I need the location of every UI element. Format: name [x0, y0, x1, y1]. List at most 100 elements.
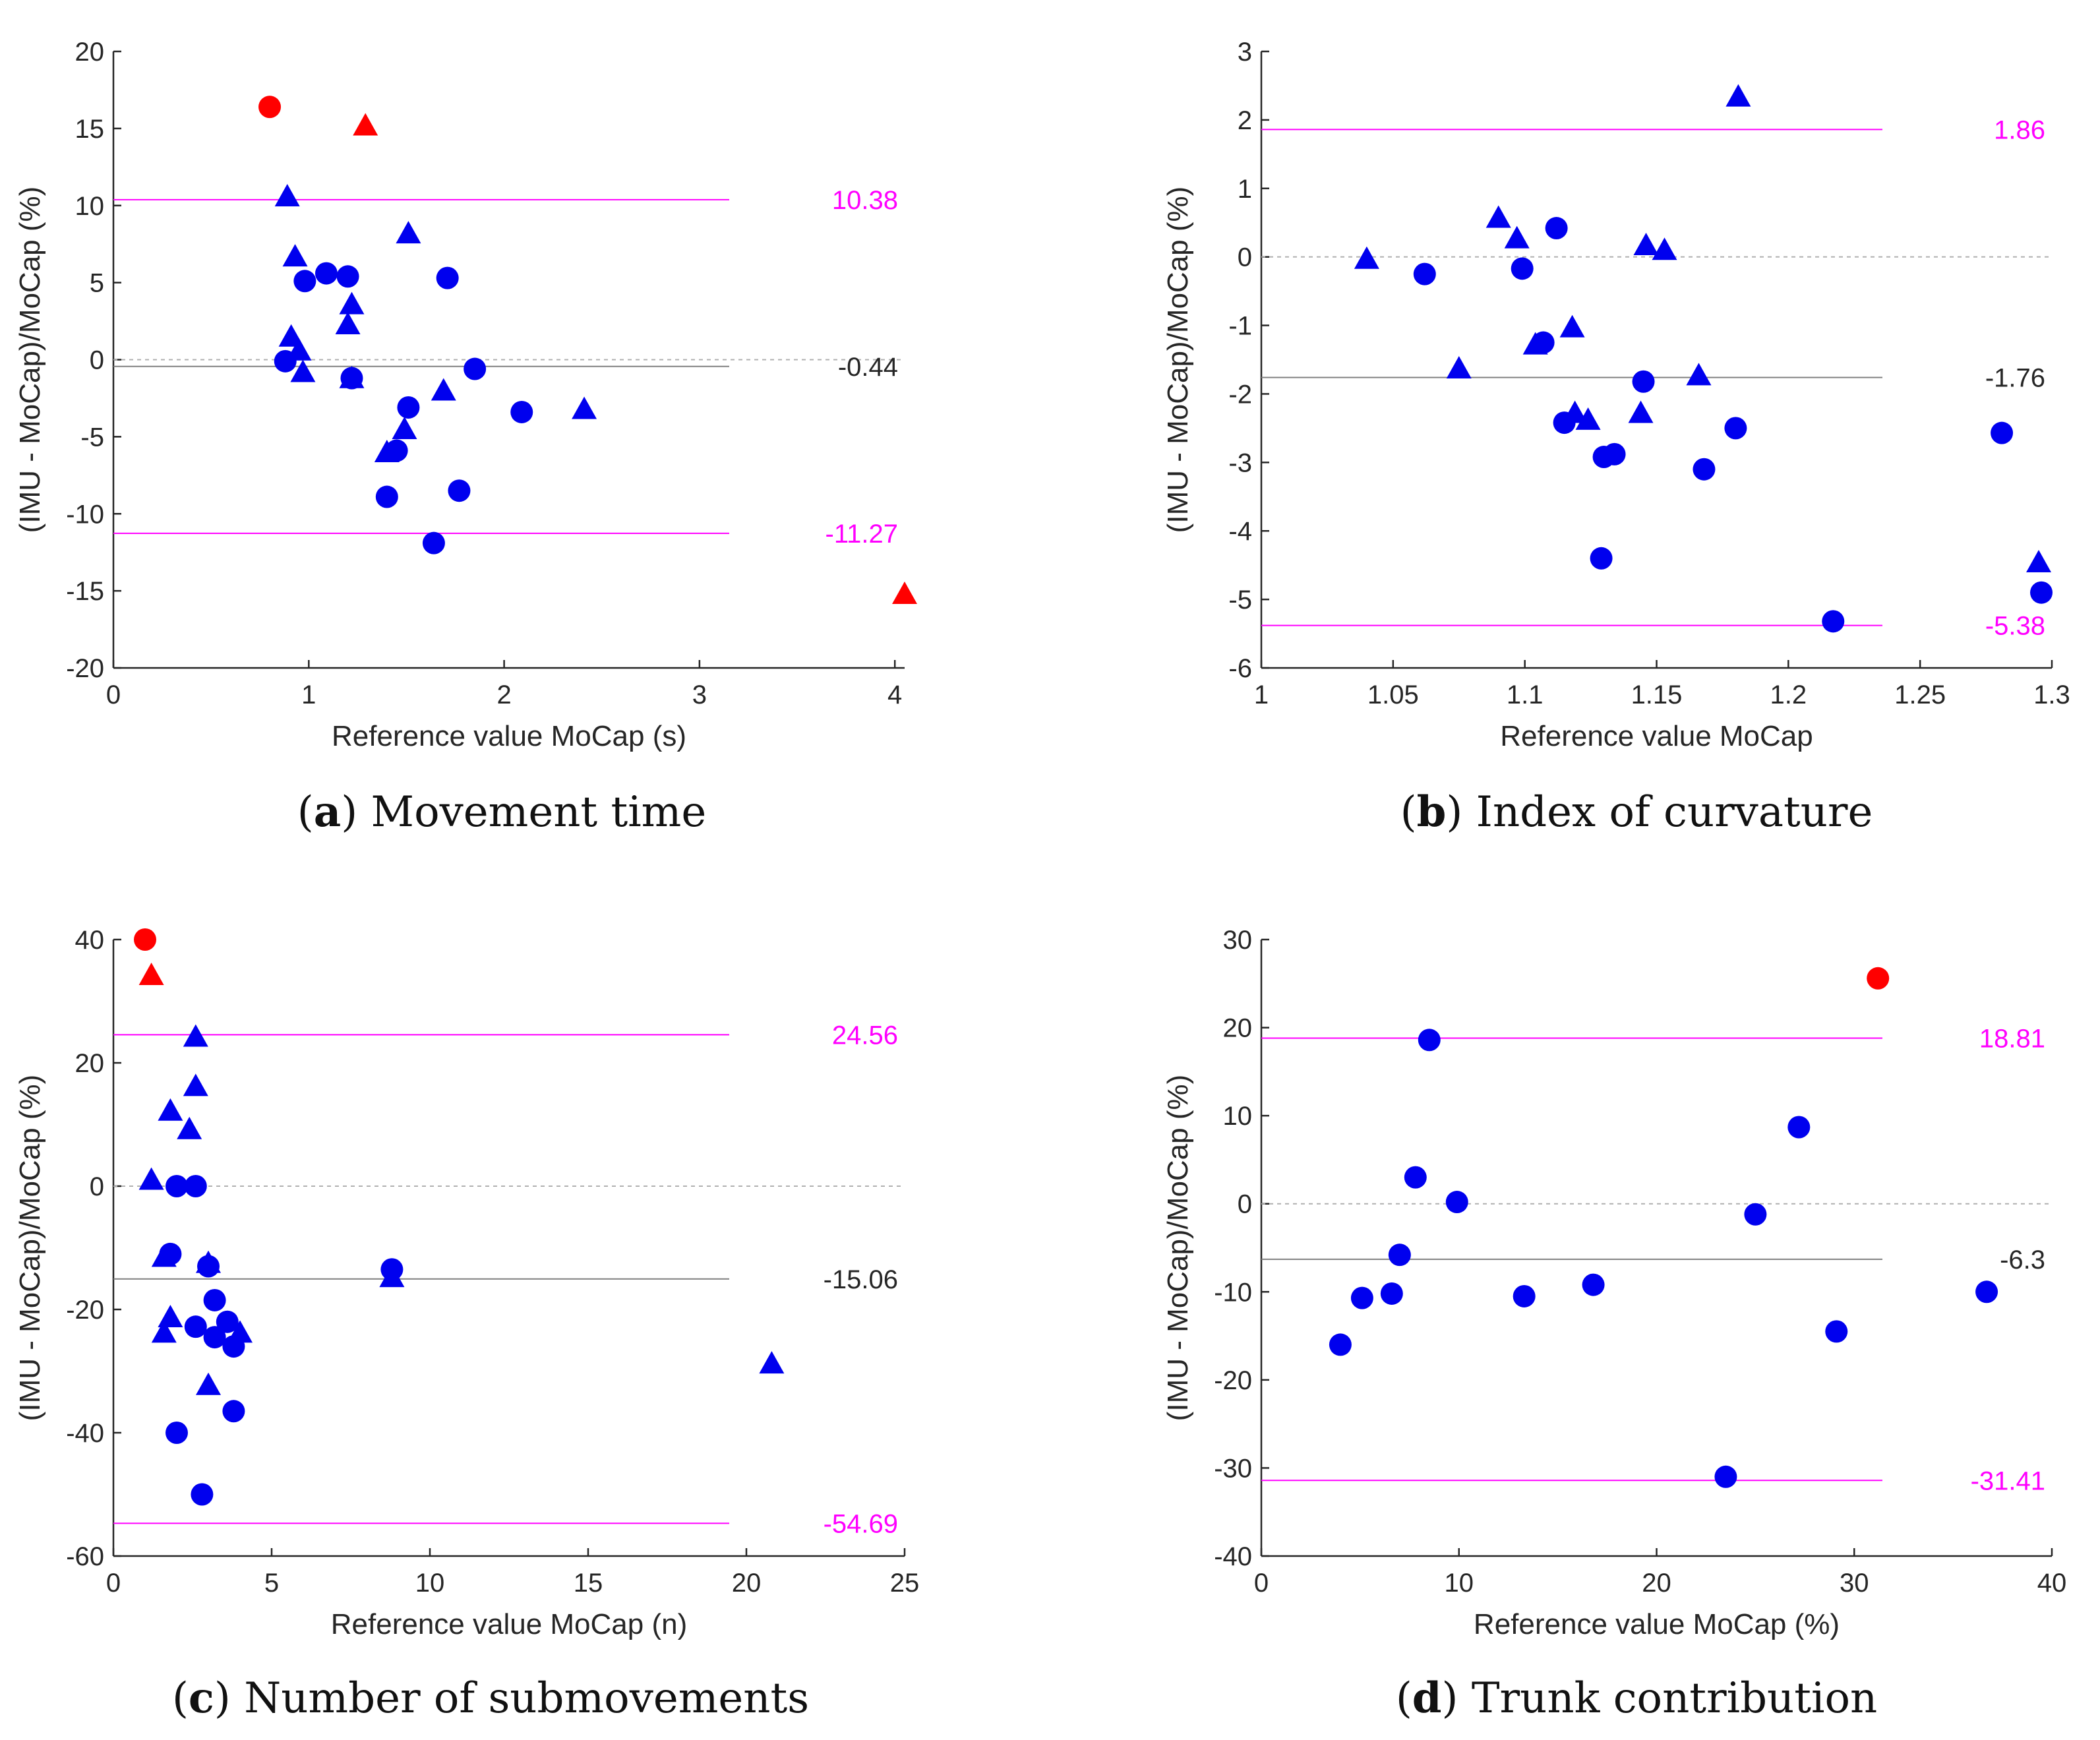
- panel-d-point-circle: [1825, 1320, 1848, 1343]
- panel-c-point-circle: [203, 1326, 226, 1349]
- panel-b-x-axis-label: Reference value MoCap: [1500, 720, 1813, 752]
- panel-d-point-circle: [1714, 1465, 1737, 1488]
- panel-c-point-triangle: [759, 1351, 785, 1374]
- panel-b-x-tick-label: 1.05: [1367, 680, 1419, 709]
- panel-a-mean-label: -0.44: [838, 353, 898, 382]
- panel-a-x-tick-label: 3: [692, 680, 707, 709]
- panel-c-point-triangle: [183, 1073, 208, 1096]
- panel-b-x-tick-label: 1.15: [1631, 680, 1683, 709]
- panel-b-point-circle: [1693, 458, 1716, 481]
- panel-d-y-axis-label: (IMU - MoCap)/MoCap (%): [1162, 1075, 1194, 1422]
- panel-c-point-circle: [191, 1483, 214, 1506]
- panel-d-point-circle: [1975, 1280, 1998, 1304]
- panel-d-point-circle-outlier: [1867, 967, 1890, 990]
- panel-a-y-tick-label: 10: [75, 192, 105, 221]
- panel-d-x-tick-label: 40: [2037, 1569, 2067, 1598]
- panel-c-y-tick-label: -60: [66, 1542, 104, 1571]
- panel-b-point-circle: [1545, 217, 1568, 240]
- panel-a-point-circle-outlier: [258, 96, 282, 119]
- panel-c-point-triangle: [227, 1320, 253, 1343]
- panel-a-y-tick-label: 5: [90, 269, 104, 298]
- panel-d-lower-loa-label: -31.41: [1971, 1466, 2045, 1495]
- panel-c-point-triangle: [151, 1320, 177, 1343]
- caption-a-letter: a: [314, 787, 341, 837]
- panel-a-y-axis-label: (IMU - MoCap)/MoCap (%): [14, 187, 46, 533]
- panel-c-point-circle: [222, 1400, 245, 1423]
- panel-c-x-tick-label: 5: [264, 1569, 279, 1598]
- panel-b-y-tick-label: -2: [1228, 380, 1252, 409]
- panel-d-x-axis-label: Reference value MoCap (%): [1474, 1608, 1840, 1640]
- panel-c-point-triangle: [379, 1265, 405, 1288]
- panel-a-y-tick-label: -15: [66, 577, 104, 606]
- panel-d-point-circle: [1350, 1286, 1373, 1309]
- panel-a-y-tick-label: 20: [75, 38, 105, 67]
- panel-b-point-triangle: [1562, 400, 1588, 423]
- panel-c-y-tick-label: 20: [75, 1049, 105, 1078]
- panel-a-point-triangle: [339, 365, 365, 388]
- panel-b-y-tick-label: -6: [1228, 654, 1252, 683]
- panel-b-y-tick-label: -1: [1228, 312, 1252, 341]
- panel-b-y-tick-label: 3: [1238, 38, 1252, 67]
- panel-a-y-tick-label: 0: [90, 346, 104, 375]
- panel-a-point-triangle: [282, 244, 308, 267]
- panel-b-x-tick-label: 1.2: [1770, 680, 1807, 709]
- panel-a-x-tick-label: 1: [301, 680, 316, 709]
- panel-c-lower-loa-label: -54.69: [824, 1509, 898, 1538]
- panel-c-x-tick-label: 25: [890, 1569, 920, 1598]
- panel-b-point-circle: [1991, 421, 2014, 444]
- panel-a-point-triangle: [431, 378, 456, 401]
- caption-b-title: Index of curvature: [1476, 788, 1873, 837]
- panel-c-x-axis-label: Reference value MoCap (n): [331, 1608, 687, 1640]
- panel-b-point-triangle: [1652, 237, 1677, 260]
- panel-d-point-circle: [1513, 1284, 1536, 1307]
- panel-d-point-circle: [1787, 1116, 1811, 1139]
- panel-d-y-tick-label: 0: [1238, 1190, 1252, 1219]
- caption-a: (a) Movement time: [297, 787, 706, 837]
- caption-b: (b) Index of curvature: [1400, 787, 1873, 837]
- panel-b-point-circle: [2030, 581, 2053, 604]
- panel-d-y-tick-label: -40: [1214, 1542, 1252, 1571]
- panel-b-y-tick-label: 2: [1238, 106, 1252, 135]
- panel-d-mean-label: -6.3: [2000, 1245, 2045, 1275]
- panel-a-point-circle: [448, 479, 471, 502]
- panel-b-mean-label: -1.76: [1985, 364, 2045, 393]
- panel-c-x-tick-label: 20: [732, 1569, 762, 1598]
- caption-d-title: Trunk contribution: [1472, 1674, 1877, 1723]
- panel-d-x-tick-label: 30: [1840, 1569, 1869, 1598]
- panel-b-point-triangle: [1504, 225, 1530, 249]
- panel-a-point-circle: [375, 485, 398, 508]
- panel-c-x-tick-label: 10: [415, 1569, 445, 1598]
- panel-c-point-triangle: [158, 1098, 183, 1121]
- panel-d-point-circle: [1582, 1273, 1605, 1296]
- panel-b-point-circle: [1511, 257, 1534, 280]
- panel-b-point-triangle: [1628, 400, 1654, 423]
- panel-a-y-tick-label: 15: [75, 115, 105, 144]
- panel-a-point-circle: [464, 357, 487, 380]
- panel-d-y-tick-label: 10: [1223, 1102, 1253, 1131]
- panel-b-x-tick-label: 1.3: [2033, 680, 2070, 709]
- panel-a-point-triangle: [286, 338, 312, 361]
- panel-c-point-triangle: [158, 1304, 183, 1327]
- panel-c-point-triangle: [196, 1372, 221, 1395]
- panel-d-point-circle: [1388, 1244, 1411, 1267]
- panel-a-point-triangle: [392, 416, 417, 439]
- panel-c-point-triangle: [138, 1167, 164, 1190]
- panel-d-point-circle: [1404, 1166, 1427, 1189]
- panel-b-point-triangle: [1725, 84, 1751, 107]
- panel-c-y-tick-label: -40: [66, 1419, 104, 1448]
- panel-b-x-tick-label: 1.25: [1894, 680, 1946, 709]
- panel-b-point-triangle: [1354, 246, 1379, 269]
- panel-a-point-triangle: [572, 396, 597, 419]
- panel-a-y-tick-label: -20: [66, 654, 104, 683]
- panel-c-point-triangle: [183, 1024, 208, 1047]
- panel-a-point-triangle-outlier: [353, 113, 378, 136]
- panel-c-y-tick-label: 0: [90, 1172, 104, 1201]
- panel-b-point-triangle: [1485, 205, 1511, 228]
- panel-d-y-tick-label: -10: [1214, 1278, 1252, 1307]
- panel-c-point-circle-outlier: [134, 928, 156, 951]
- panel-a-point-triangle: [374, 440, 400, 463]
- panel-b-point-triangle: [2026, 550, 2052, 573]
- panel-b-point-triangle: [1559, 315, 1585, 338]
- panel-d-point-circle: [1418, 1029, 1441, 1052]
